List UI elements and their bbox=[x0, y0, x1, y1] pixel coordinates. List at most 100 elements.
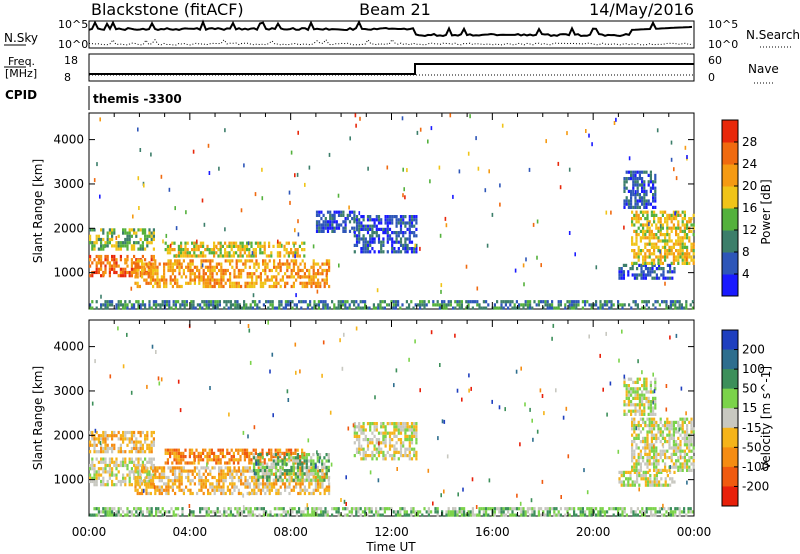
data-cell bbox=[360, 224, 363, 228]
scatter-point bbox=[664, 281, 666, 286]
data-cell bbox=[177, 507, 180, 511]
data-cell bbox=[111, 231, 114, 235]
data-cell bbox=[204, 466, 207, 470]
data-cell bbox=[388, 447, 392, 451]
data-cell bbox=[124, 430, 127, 435]
data-cell bbox=[266, 265, 269, 269]
data-cell bbox=[175, 451, 178, 455]
data-cell bbox=[122, 473, 125, 477]
nave-tick-bottom: 0 bbox=[708, 71, 715, 84]
data-cell bbox=[174, 306, 177, 310]
data-cell bbox=[93, 483, 96, 487]
data-cell bbox=[688, 436, 691, 440]
data-cell bbox=[117, 247, 120, 251]
data-cell bbox=[314, 281, 317, 285]
data-cell bbox=[632, 510, 635, 514]
data-cell bbox=[627, 396, 630, 400]
data-cell bbox=[257, 462, 260, 466]
data-cell bbox=[281, 459, 284, 463]
data-cell bbox=[133, 270, 136, 275]
data-cell bbox=[630, 510, 633, 514]
data-cell bbox=[377, 447, 381, 451]
data-cell bbox=[263, 241, 266, 245]
data-cell bbox=[601, 510, 604, 514]
data-cell bbox=[145, 482, 148, 486]
data-cell bbox=[128, 430, 131, 435]
data-cell bbox=[126, 510, 129, 514]
data-cell bbox=[274, 472, 278, 476]
data-cell bbox=[147, 272, 150, 276]
data-cell bbox=[500, 303, 503, 307]
data-cell bbox=[325, 488, 328, 492]
scatter-point bbox=[165, 233, 168, 238]
data-cell bbox=[226, 278, 229, 282]
data-cell bbox=[312, 459, 315, 463]
data-cell bbox=[266, 278, 269, 282]
data-cell bbox=[458, 510, 461, 514]
data-cell bbox=[104, 460, 107, 464]
data-cell bbox=[89, 473, 92, 477]
data-cell bbox=[188, 251, 191, 255]
data-cell bbox=[303, 281, 306, 285]
data-cell bbox=[672, 427, 675, 431]
data-cell bbox=[191, 472, 194, 476]
data-cell bbox=[224, 461, 227, 465]
data-cell bbox=[143, 466, 146, 470]
data-cell bbox=[325, 281, 328, 285]
data-cell bbox=[202, 472, 205, 476]
data-cell bbox=[237, 491, 240, 496]
data-cell bbox=[149, 275, 152, 279]
scatter-point bbox=[462, 487, 464, 492]
data-cell bbox=[655, 440, 658, 444]
data-cell bbox=[117, 303, 120, 307]
data-cell bbox=[531, 510, 534, 514]
data-cell bbox=[279, 278, 282, 282]
data-cell bbox=[573, 306, 576, 310]
scatter-point bbox=[100, 294, 102, 299]
data-cell bbox=[284, 262, 287, 266]
scatter-point bbox=[196, 239, 198, 244]
data-cell bbox=[642, 477, 645, 481]
data-cell bbox=[102, 460, 105, 464]
data-cell bbox=[328, 488, 331, 492]
data-cell bbox=[231, 259, 234, 263]
data-cell bbox=[324, 513, 327, 517]
data-cell bbox=[316, 459, 319, 463]
data-cell bbox=[690, 468, 693, 472]
data-cell bbox=[191, 479, 194, 483]
data-cell bbox=[496, 507, 499, 511]
data-cell bbox=[670, 446, 673, 450]
data-cell bbox=[213, 491, 216, 496]
data-cell bbox=[271, 300, 274, 304]
cpid-label: CPID bbox=[5, 88, 37, 102]
data-cell bbox=[595, 513, 598, 517]
data-cell bbox=[305, 475, 308, 479]
data-cell bbox=[231, 482, 234, 486]
data-cell bbox=[171, 248, 174, 252]
scatter-point bbox=[295, 293, 297, 298]
data-cell bbox=[169, 469, 172, 473]
scatter-point bbox=[531, 418, 533, 423]
data-cell bbox=[641, 180, 644, 184]
data-cell bbox=[302, 513, 305, 517]
data-cell bbox=[262, 259, 265, 263]
data-cell bbox=[358, 434, 361, 438]
data-cell bbox=[634, 173, 637, 177]
data-cell bbox=[322, 213, 325, 217]
data-cell bbox=[174, 466, 177, 470]
data-cell bbox=[447, 510, 450, 514]
data-cell bbox=[631, 427, 634, 431]
data-cell bbox=[117, 463, 120, 468]
data-cell bbox=[202, 281, 205, 285]
data-cell bbox=[319, 272, 322, 276]
data-cell bbox=[220, 491, 223, 496]
scatter-point bbox=[467, 151, 470, 156]
data-cell bbox=[189, 272, 192, 276]
scatter-point bbox=[356, 227, 358, 232]
data-cell bbox=[152, 479, 155, 483]
data-cell bbox=[146, 443, 149, 447]
scatter-point bbox=[429, 179, 431, 184]
data-cell bbox=[358, 231, 361, 235]
data-cell bbox=[320, 223, 323, 227]
data-cell bbox=[478, 513, 481, 517]
